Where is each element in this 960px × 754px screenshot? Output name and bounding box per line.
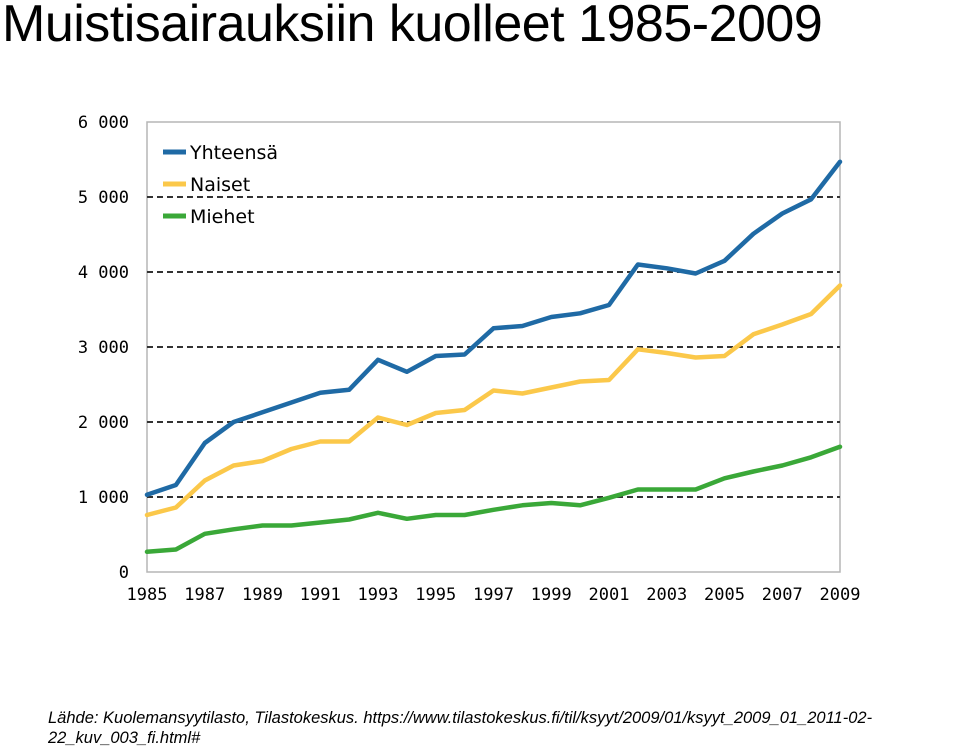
series-line-yhteensä — [144, 159, 843, 498]
x-tick-label: 1987 — [184, 585, 225, 605]
legend-label: Naiset — [190, 174, 250, 196]
legend-label: Yhteensä — [189, 142, 278, 164]
x-tick-label: 1985 — [127, 585, 168, 605]
x-tick-label: 1999 — [531, 585, 572, 605]
y-tick-label: 0 — [119, 563, 129, 583]
x-tick-label: 1989 — [242, 585, 283, 605]
series-line-miehet — [144, 444, 843, 555]
x-tick-label: 1997 — [473, 585, 514, 605]
legend-label: Miehet — [190, 206, 255, 228]
x-tick-label: 2009 — [820, 585, 861, 605]
x-tick-label: 2003 — [646, 585, 687, 605]
series-lines — [144, 159, 843, 555]
series-line-naiset — [144, 283, 843, 518]
x-tick-label: 2007 — [762, 585, 803, 605]
x-tick-label: 1991 — [300, 585, 341, 605]
y-tick-label: 4 000 — [78, 263, 129, 283]
y-tick-label: 3 000 — [78, 338, 129, 358]
slide-title: Muistisairauksiin kuolleet 1985-2009 — [2, 0, 823, 53]
line-chart: 0 1 000 2 000 3 000 4 000 5 000 6 000 1985 1987… — [78, 113, 861, 605]
legend: Yhteensä Naiset Miehet — [163, 142, 278, 228]
x-tick-label: 2001 — [589, 585, 630, 605]
x-tick-label: 1995 — [415, 585, 456, 605]
y-tick-label: 1 000 — [78, 488, 129, 508]
x-axis-ticks: 1985 1987 1989 1991 1993 1995 1997 1999 2001 2003… — [127, 585, 861, 605]
y-axis-ticks: 0 1 000 2 000 3 000 4 000 5 000 6 000 — [78, 113, 129, 583]
x-tick-label: 2005 — [704, 585, 745, 605]
x-tick-label: 1993 — [358, 585, 399, 605]
gridlines — [147, 196, 840, 498]
y-tick-label: 2 000 — [78, 413, 129, 433]
y-tick-label: 6 000 — [78, 113, 129, 133]
source-citation: Lähde: Kuolemansyytilasto, Tilastokeskus… — [48, 709, 873, 747]
y-tick-label: 5 000 — [78, 188, 129, 208]
